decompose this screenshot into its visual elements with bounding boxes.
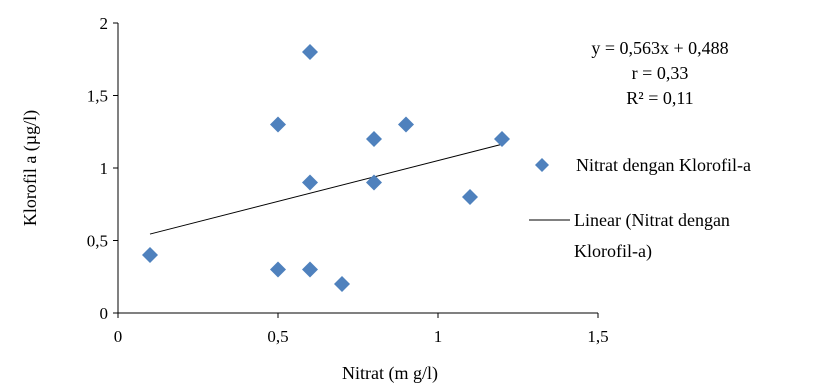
data-point xyxy=(302,261,318,278)
legend-trendline-label-line2: Klorofil-a) xyxy=(574,241,652,261)
y-tick-label: 2 xyxy=(100,14,109,33)
y-ticks: 0 0,5 1 1,5 2 xyxy=(87,14,118,323)
axes xyxy=(117,23,598,314)
data-point xyxy=(366,174,382,191)
data-point xyxy=(334,276,350,292)
legend xyxy=(529,158,570,221)
data-point xyxy=(142,247,158,263)
trendline xyxy=(149,143,503,235)
r-squared: R² = 0,11 xyxy=(626,88,694,108)
x-tick-label: 1 xyxy=(434,327,443,346)
legend-series-label: Nitrat dengan Klorofil-a xyxy=(576,155,751,175)
data-point xyxy=(398,116,414,133)
y-axis-label: Klorofil a (µg/l) xyxy=(20,110,41,226)
trendline-group xyxy=(149,143,503,235)
data-point xyxy=(462,189,478,205)
data-point xyxy=(302,174,318,191)
y-tick-label: 1 xyxy=(100,159,109,178)
data-point xyxy=(366,131,382,147)
x-tick-label: 0 xyxy=(114,327,123,346)
data-point xyxy=(302,44,318,60)
legend-trendline-label-line1: Linear (Nitrat dengan xyxy=(574,210,730,230)
regression-equation: y = 0,563x + 0,488 xyxy=(591,38,729,58)
x-ticks: 0 0,5 1 1,5 xyxy=(114,313,609,346)
correlation-coefficient: r = 0,33 xyxy=(631,63,689,83)
x-tick-label: 0,5 xyxy=(267,327,288,346)
x-tick-label: 1,5 xyxy=(587,327,608,346)
data-point xyxy=(494,131,510,147)
y-tick-label: 0,5 xyxy=(87,232,108,251)
data-point xyxy=(270,116,286,133)
x-axis-label: Nitrat (m g/l) xyxy=(342,363,438,384)
y-tick-label: 0 xyxy=(100,304,109,323)
legend-marker-icon xyxy=(535,158,549,172)
data-point xyxy=(270,261,286,278)
data-points xyxy=(142,44,510,292)
y-tick-label: 1,5 xyxy=(87,87,108,106)
